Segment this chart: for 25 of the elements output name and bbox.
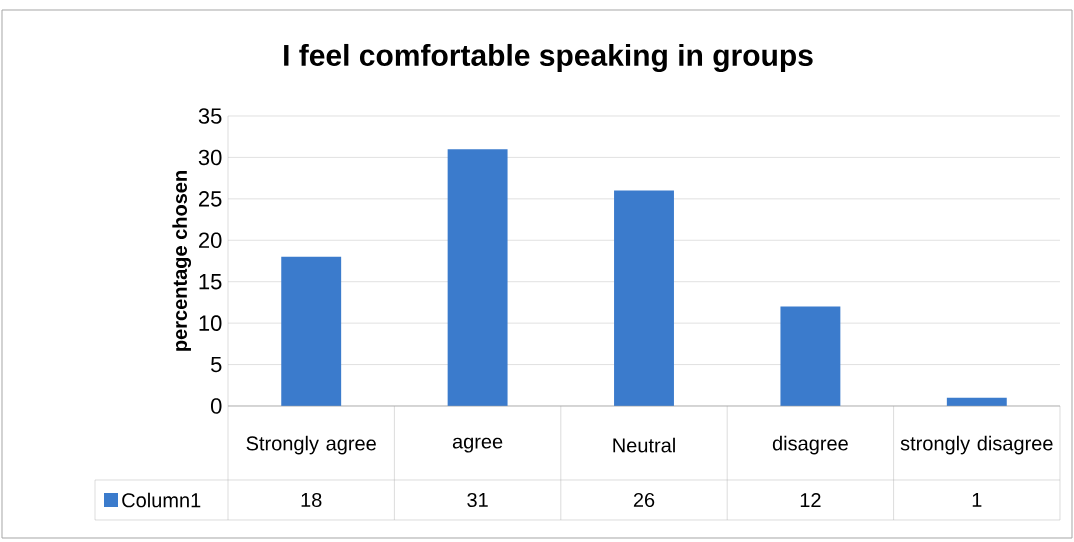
bar — [614, 190, 674, 406]
data-label: 12 — [800, 493, 821, 507]
data-label: 31 — [467, 492, 488, 508]
x-tick-label: strongly disagree — [900, 435, 1053, 455]
bar — [281, 256, 342, 406]
x-tick-label: Neutral — [613, 437, 675, 453]
legend-label: Column1 — [122, 492, 201, 508]
y-tick-label: 25 — [199, 191, 222, 207]
y-tick-label: 30 — [198, 149, 222, 166]
data-label: 1 — [972, 493, 982, 507]
data-label: 18 — [301, 492, 322, 508]
y-tick-label: 10 — [199, 315, 222, 331]
x-tick-label: Strongly agree — [246, 435, 376, 455]
bar — [780, 306, 841, 406]
y-tick-label: 0 — [210, 398, 222, 414]
bar — [447, 149, 508, 406]
y-tick-label: 35 — [198, 108, 222, 124]
x-tick-label: agree — [452, 437, 503, 453]
data-label: 26 — [633, 492, 655, 508]
y-tick-label: 15 — [199, 274, 222, 290]
x-tick-label: disagree — [772, 435, 848, 455]
chart-title: I feel comfortable speaking in groups — [284, 43, 813, 73]
y-axis-title: percentage chosen — [172, 171, 192, 351]
y-tick-label: 20 — [199, 232, 222, 249]
y-tick-label: 5 — [211, 356, 222, 373]
